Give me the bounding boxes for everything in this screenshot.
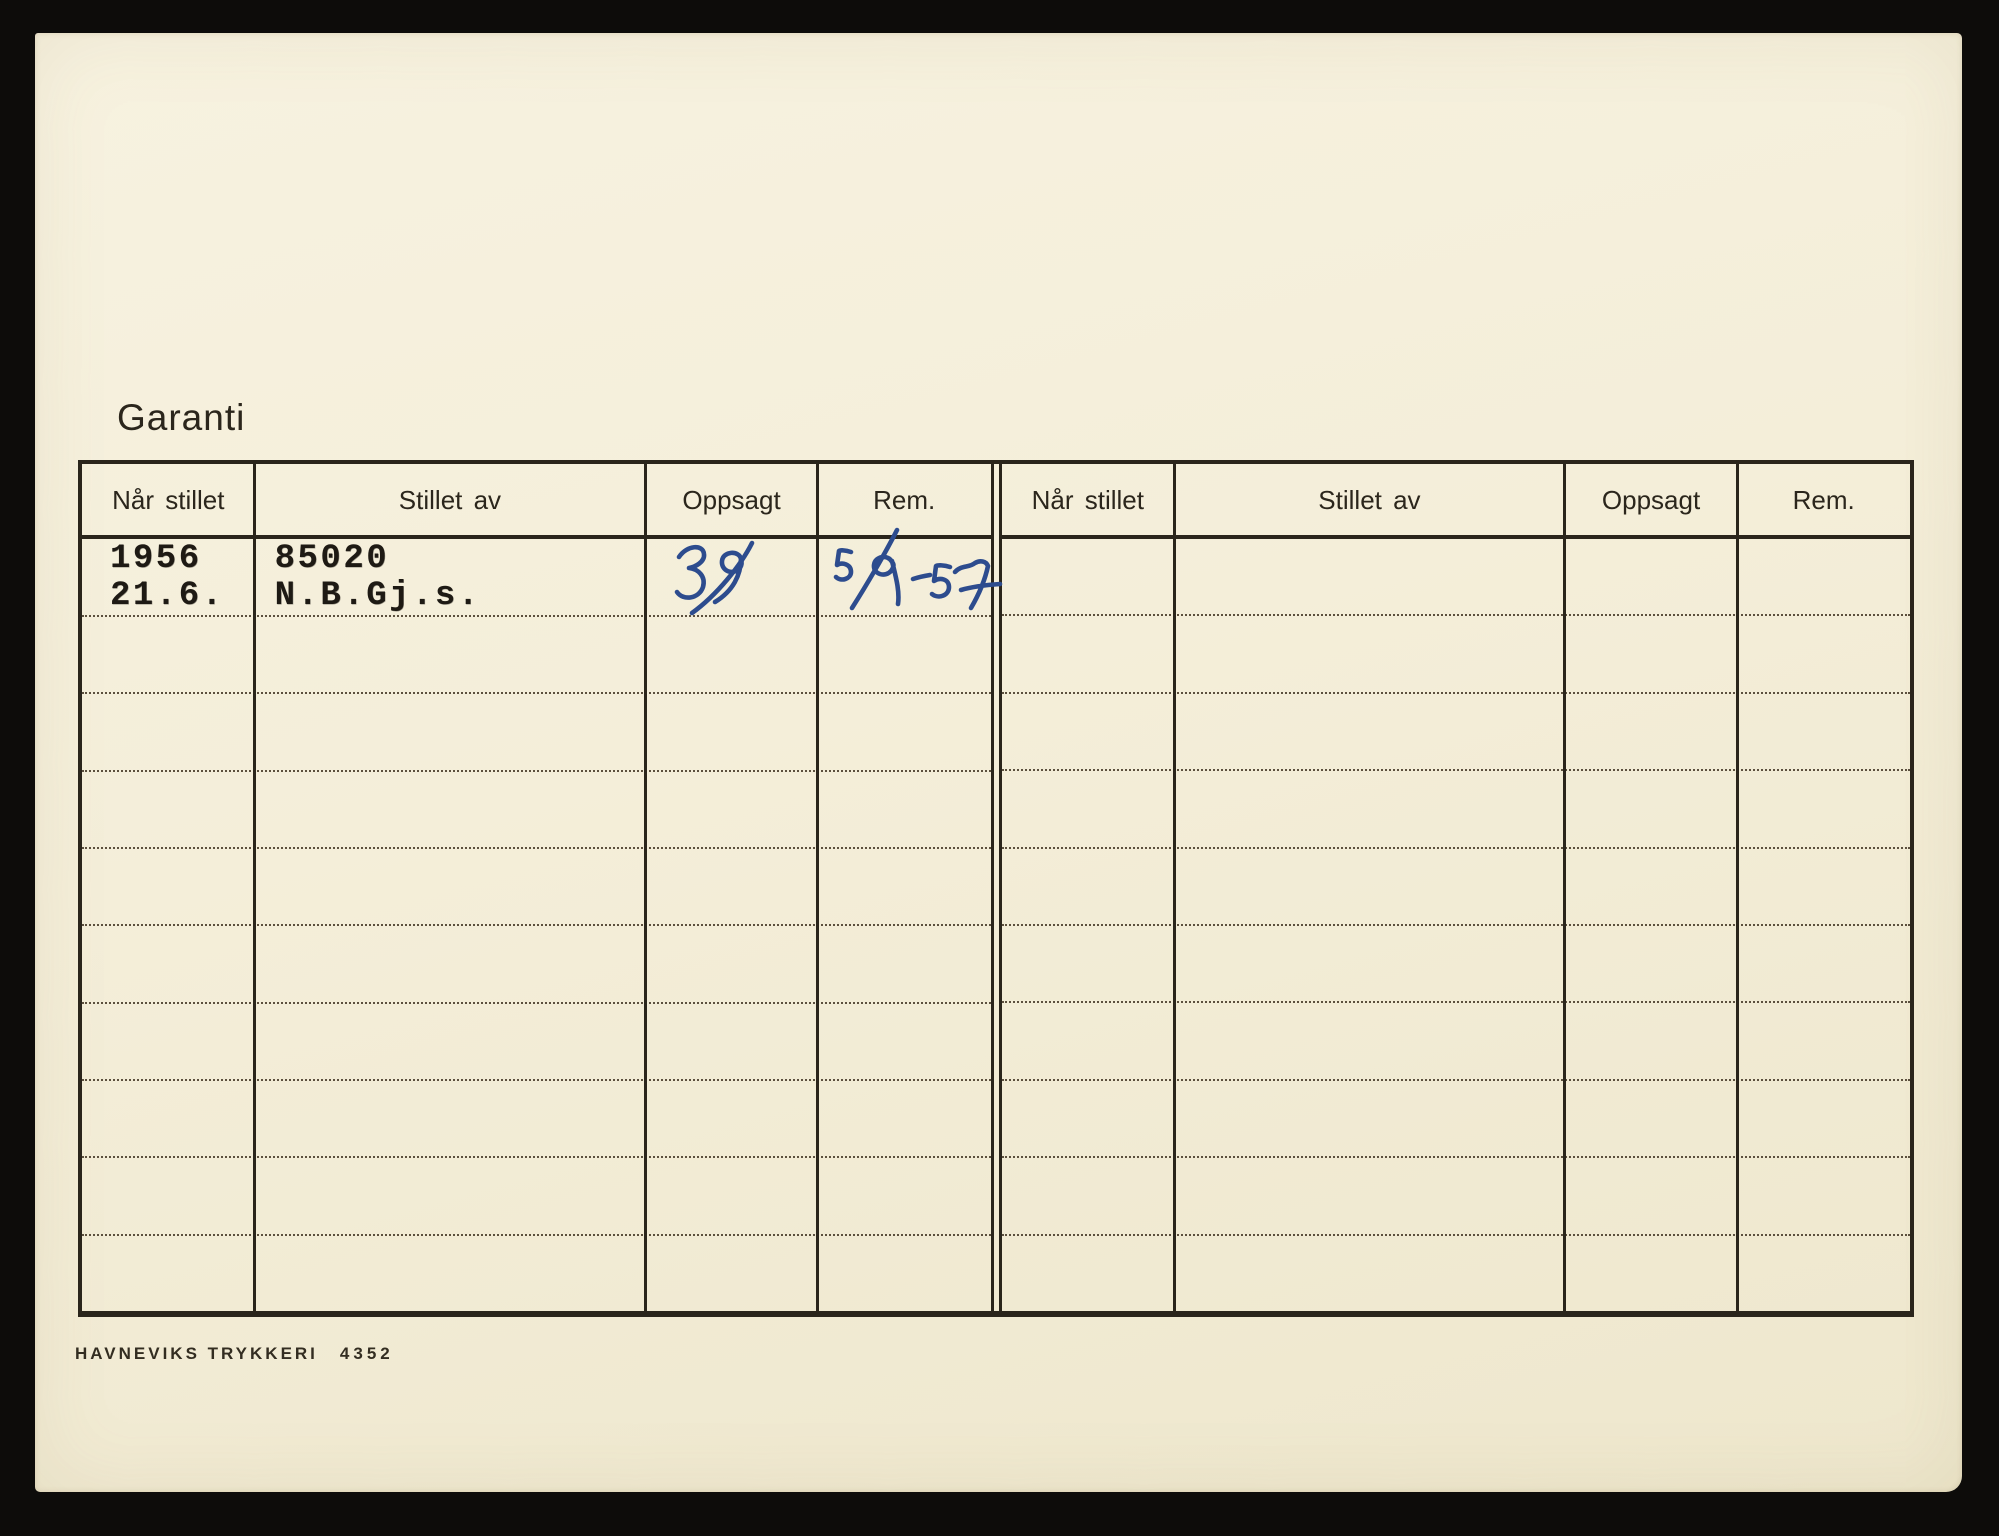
column-header-nar-stillet: Når stillet [1031,485,1144,515]
printer-name: HAVNEVIKS TRYKKERI [75,1344,318,1363]
table-body-left: 1956 21.6. 85020 N.B.Gj.s. 3/9 5/9-57 [82,539,991,1311]
table-left-half: Når stillet Stillet av Oppsagt Rem. 1956… [82,464,991,1311]
center-double-divider [990,464,1002,1311]
column-header-rem: Rem. [873,485,936,515]
table-right-half: Når stillet Stillet av Oppsagt Rem. [1001,464,1911,1311]
table-row [82,772,991,849]
table-row [1001,926,1910,1004]
index-card: Garanti Når stillet Stillet av Oppsagt R… [35,33,1962,1492]
table-row [1001,849,1910,927]
table-row [82,1158,991,1236]
cell-rem: 5/9-57 [818,539,991,615]
table-header-row: Når stillet Stillet av Oppsagt Rem. [82,464,991,539]
column-divider [1735,464,1739,1311]
table-row [1001,616,1910,694]
table-row [1001,771,1910,849]
typewritten-date: 21.6. [110,577,225,615]
cell-oppsagt: 3/9 [645,539,818,615]
table-body-right [1001,539,1911,1311]
column-header-oppsagt: Oppsagt [1601,485,1701,515]
table-row [82,849,991,927]
card-title: Garanti [117,397,246,438]
table-row [82,926,991,1004]
typewritten-year: 1956 [110,540,202,578]
column-divider [1563,464,1567,1311]
table-row [1002,1236,1911,1311]
column-header-stillet-av: Stillet av [398,485,502,515]
column-header-nar-stillet: Når stillet [112,485,225,515]
column-header-stillet-av: Stillet av [1318,485,1421,515]
table-row [1001,1158,1910,1236]
printer-number: 4352 [339,1344,394,1363]
table-row [82,1081,991,1159]
table-row [82,617,991,695]
column-header-oppsagt: Oppsagt [682,485,781,515]
column-header-rem: Rem. [1792,485,1855,515]
garanti-table: Når stillet Stillet av Oppsagt Rem. 1956… [78,460,1914,1317]
table-row [1001,1081,1910,1159]
table-row [82,1004,991,1081]
typewritten-number: 85020 [274,540,390,578]
column-divider [643,464,647,1311]
table-header-row: Når stillet Stillet av Oppsagt Rem. [1001,464,1910,539]
table-row [1001,694,1910,772]
cell-nar-stillet: 1956 21.6. [82,539,255,615]
column-divider [1172,464,1176,1311]
table-row [82,1236,991,1311]
table-row: 1956 21.6. 85020 N.B.Gj.s. 3/9 5/9-57 [82,539,991,617]
column-divider [816,464,820,1311]
cell-stillet-av: 85020 N.B.Gj.s. [255,539,646,615]
printer-mark: HAVNEVIKS TRYKKERI 4352 [75,1344,394,1364]
table-row [1001,539,1910,617]
table-row [1001,1003,1910,1081]
column-divider [253,464,257,1311]
table-row [82,694,991,772]
typewritten-issuer: N.B.Gj.s. [274,577,481,615]
